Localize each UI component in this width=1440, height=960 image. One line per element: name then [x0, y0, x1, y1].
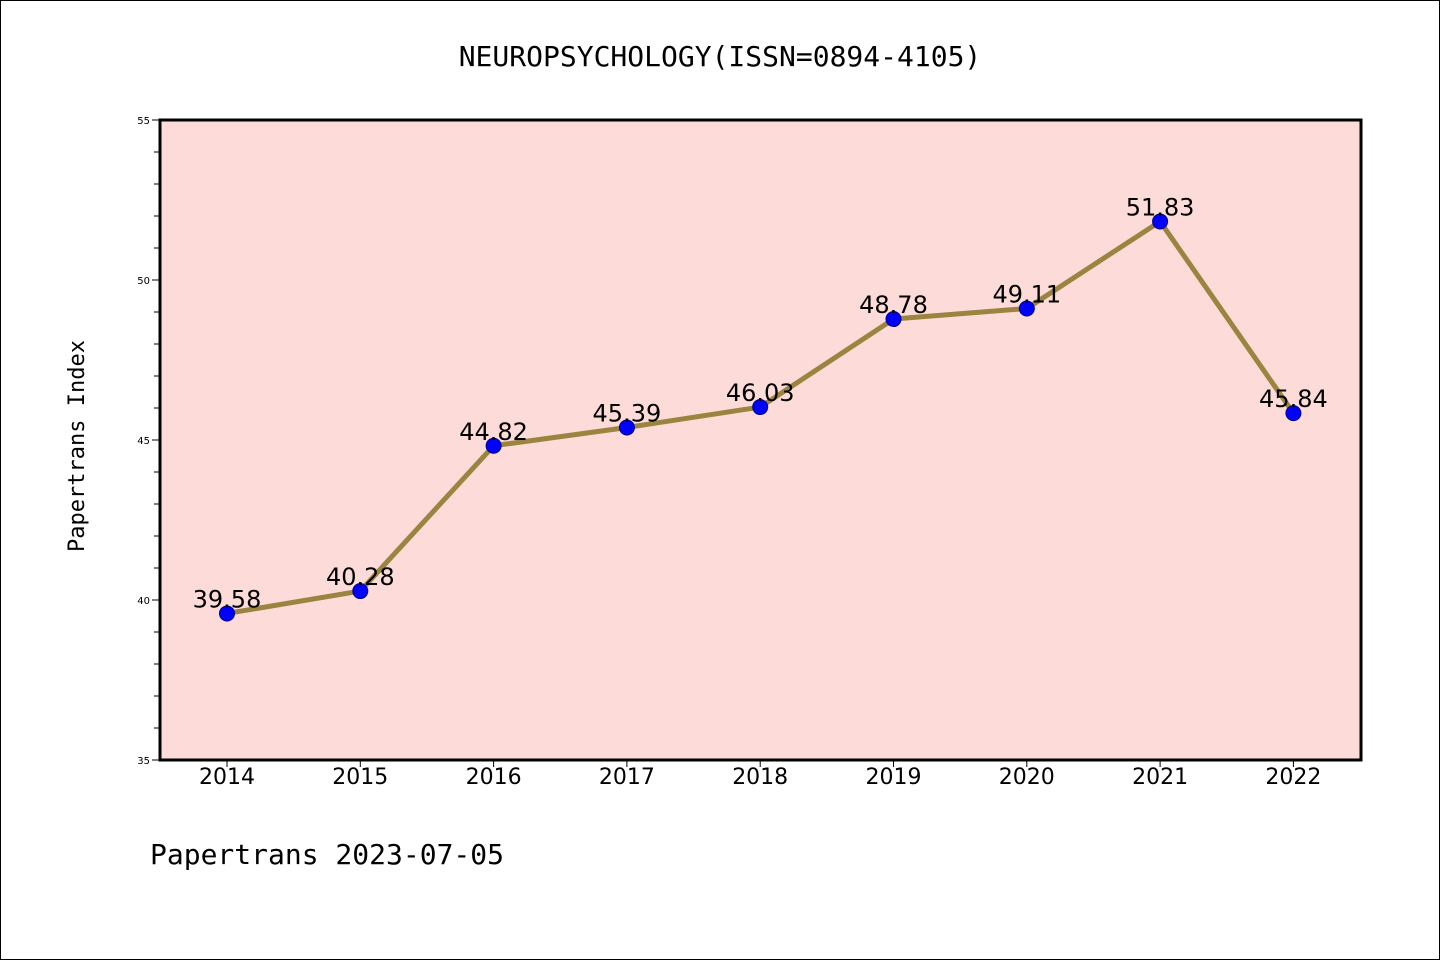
data-label: 49.11: [992, 280, 1061, 308]
y-tick-label: 50: [137, 276, 150, 287]
y-axis-label: Papertrans Index: [65, 340, 90, 552]
data-label: 40.28: [326, 563, 395, 591]
x-axis: 2014 2015 2016 2017 2018 2019 2020 2021 2022: [199, 760, 1321, 790]
x-tick-label: 2014: [199, 765, 255, 790]
x-tick-label: 2021: [1132, 765, 1188, 790]
y-tick-label: 40: [137, 596, 150, 607]
data-point: [485, 437, 502, 454]
footer-date: Papertrans 2023-07-05: [150, 838, 504, 871]
data-label: 45.84: [1259, 385, 1328, 413]
chart-title: NEUROPSYCHOLOGY(ISSN=0894-4105): [459, 40, 982, 73]
data-point: [1285, 405, 1302, 422]
data-label: 39.58: [193, 585, 262, 613]
data-label: 45.39: [593, 400, 662, 428]
y-tick-label: 45: [137, 436, 150, 447]
data-label: 51.83: [1126, 193, 1195, 221]
data-series: [219, 213, 1302, 622]
x-tick-label: 2015: [332, 765, 388, 790]
data-label: 46.03: [726, 379, 795, 407]
x-tick-label: 2022: [1265, 765, 1321, 790]
data-point: [885, 311, 902, 328]
x-tick-label: 2020: [999, 765, 1055, 790]
x-tick-label: 2016: [466, 765, 522, 790]
y-tick-label: 35: [137, 756, 150, 767]
data-point: [1152, 213, 1169, 230]
data-label: 44.82: [459, 418, 528, 446]
data-point: [352, 583, 369, 600]
data-labels: 39.58 40.28 44.82 45.39 46.03 48.78 49.11 51.83…: [193, 193, 1328, 613]
data-point: [219, 605, 235, 622]
data-point: [1018, 300, 1035, 317]
x-tick-label: 2019: [866, 765, 922, 790]
y-axis: 35 40 45 50 55: [137, 116, 160, 767]
x-tick-label: 2017: [599, 765, 655, 790]
y-tick-label: 55: [137, 116, 150, 127]
data-point: [618, 419, 635, 436]
data-label: 48.78: [859, 291, 928, 319]
data-point: [752, 399, 769, 416]
x-tick-label: 2018: [732, 765, 788, 790]
